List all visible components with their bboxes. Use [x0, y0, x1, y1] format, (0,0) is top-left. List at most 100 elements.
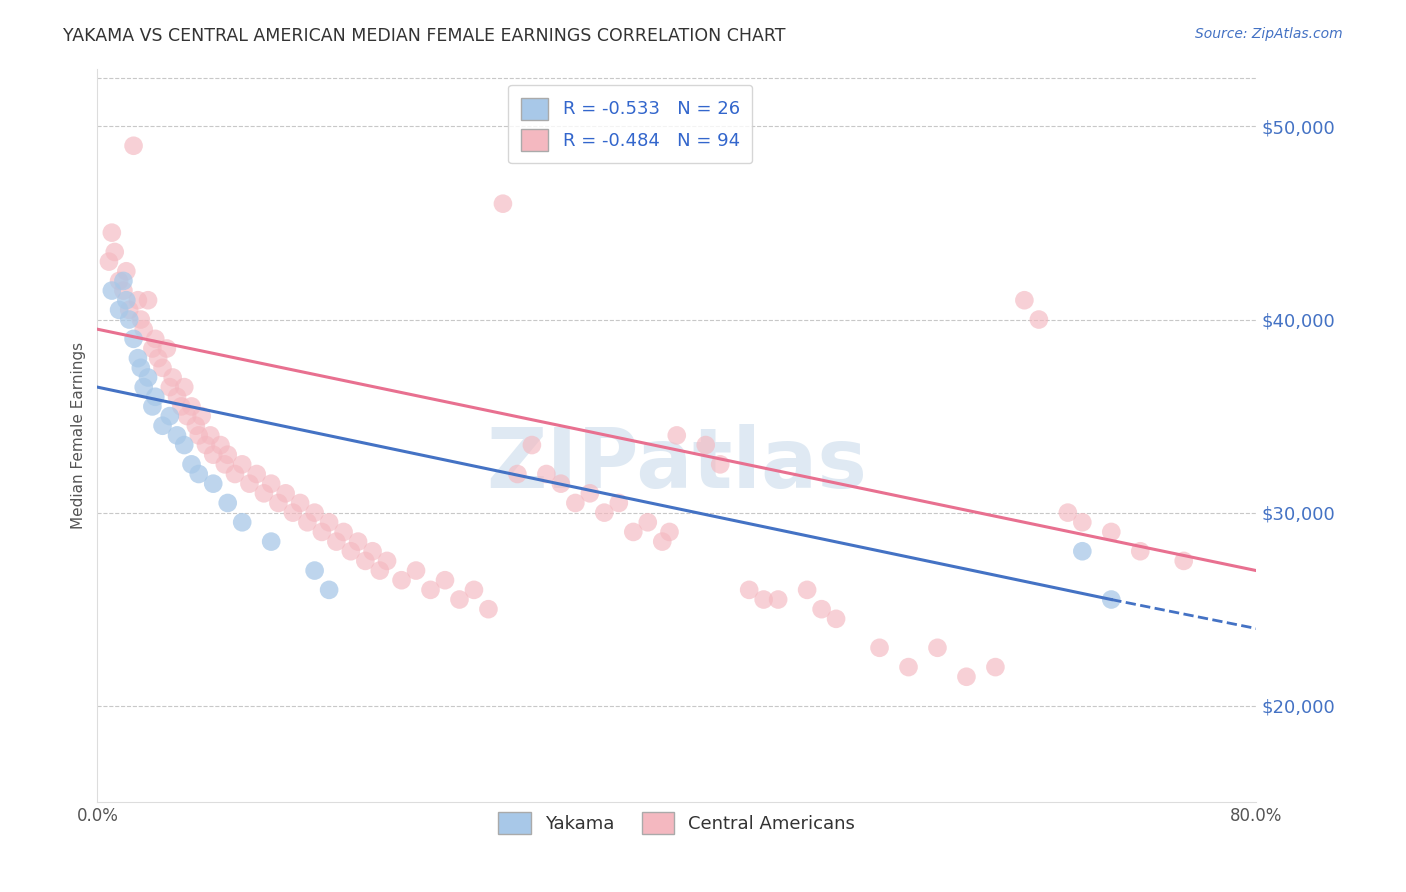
Point — [173, 380, 195, 394]
Point — [136, 293, 159, 308]
Point — [536, 467, 558, 481]
Point — [176, 409, 198, 423]
Point — [260, 476, 283, 491]
Text: Source: ZipAtlas.com: Source: ZipAtlas.com — [1195, 27, 1343, 41]
Point — [170, 400, 193, 414]
Point — [658, 524, 681, 539]
Point — [202, 448, 225, 462]
Point — [129, 360, 152, 375]
Point — [318, 516, 340, 530]
Point — [1173, 554, 1195, 568]
Point — [651, 534, 673, 549]
Point — [122, 332, 145, 346]
Point — [217, 448, 239, 462]
Point — [492, 196, 515, 211]
Point — [955, 670, 977, 684]
Point — [101, 226, 124, 240]
Point — [143, 332, 166, 346]
Point — [173, 438, 195, 452]
Point — [1099, 592, 1122, 607]
Point — [122, 138, 145, 153]
Point — [129, 312, 152, 326]
Point — [347, 534, 370, 549]
Point — [1071, 516, 1094, 530]
Point — [112, 284, 135, 298]
Point — [340, 544, 363, 558]
Point — [209, 438, 232, 452]
Point — [127, 293, 149, 308]
Legend: Yakama, Central Americans: Yakama, Central Americans — [488, 801, 866, 845]
Point — [579, 486, 602, 500]
Point — [152, 360, 174, 375]
Point — [297, 516, 319, 530]
Point — [738, 582, 761, 597]
Point — [224, 467, 246, 481]
Point — [506, 467, 529, 481]
Point — [927, 640, 949, 655]
Point — [214, 458, 236, 472]
Point — [325, 534, 347, 549]
Point — [304, 564, 326, 578]
Point — [318, 582, 340, 597]
Point — [141, 400, 163, 414]
Point — [190, 409, 212, 423]
Text: YAKAMA VS CENTRAL AMERICAN MEDIAN FEMALE EARNINGS CORRELATION CHART: YAKAMA VS CENTRAL AMERICAN MEDIAN FEMALE… — [63, 27, 786, 45]
Point — [101, 284, 124, 298]
Point — [621, 524, 644, 539]
Point — [162, 370, 184, 384]
Point — [200, 428, 222, 442]
Point — [332, 524, 354, 539]
Point — [148, 351, 170, 366]
Point — [159, 409, 181, 423]
Point — [796, 582, 818, 597]
Y-axis label: Median Female Earnings: Median Female Earnings — [72, 342, 86, 529]
Point — [405, 564, 427, 578]
Point — [132, 322, 155, 336]
Point — [108, 274, 131, 288]
Point — [187, 428, 209, 442]
Point — [810, 602, 832, 616]
Point — [246, 467, 269, 481]
Point — [1071, 544, 1094, 558]
Point — [433, 573, 456, 587]
Point — [288, 496, 311, 510]
Point — [984, 660, 1007, 674]
Text: ZIPatlas: ZIPatlas — [486, 425, 868, 505]
Point — [354, 554, 377, 568]
Point — [156, 342, 179, 356]
Point — [260, 534, 283, 549]
Point — [695, 438, 717, 452]
Point — [143, 390, 166, 404]
Point — [187, 467, 209, 481]
Point — [159, 380, 181, 394]
Point — [637, 516, 659, 530]
Point — [520, 438, 543, 452]
Point — [766, 592, 789, 607]
Point — [108, 302, 131, 317]
Point — [1014, 293, 1036, 308]
Point — [281, 506, 304, 520]
Point — [180, 458, 202, 472]
Point — [564, 496, 586, 510]
Point — [195, 438, 218, 452]
Point — [231, 516, 253, 530]
Point — [180, 400, 202, 414]
Point — [550, 476, 572, 491]
Point — [166, 390, 188, 404]
Point — [112, 274, 135, 288]
Point — [897, 660, 920, 674]
Point — [115, 293, 138, 308]
Point — [665, 428, 688, 442]
Point — [141, 342, 163, 356]
Point — [274, 486, 297, 500]
Point — [449, 592, 471, 607]
Point — [1129, 544, 1152, 558]
Point — [118, 312, 141, 326]
Point — [115, 264, 138, 278]
Point — [304, 506, 326, 520]
Point — [1056, 506, 1078, 520]
Point — [593, 506, 616, 520]
Point — [1099, 524, 1122, 539]
Point — [104, 244, 127, 259]
Point — [463, 582, 485, 597]
